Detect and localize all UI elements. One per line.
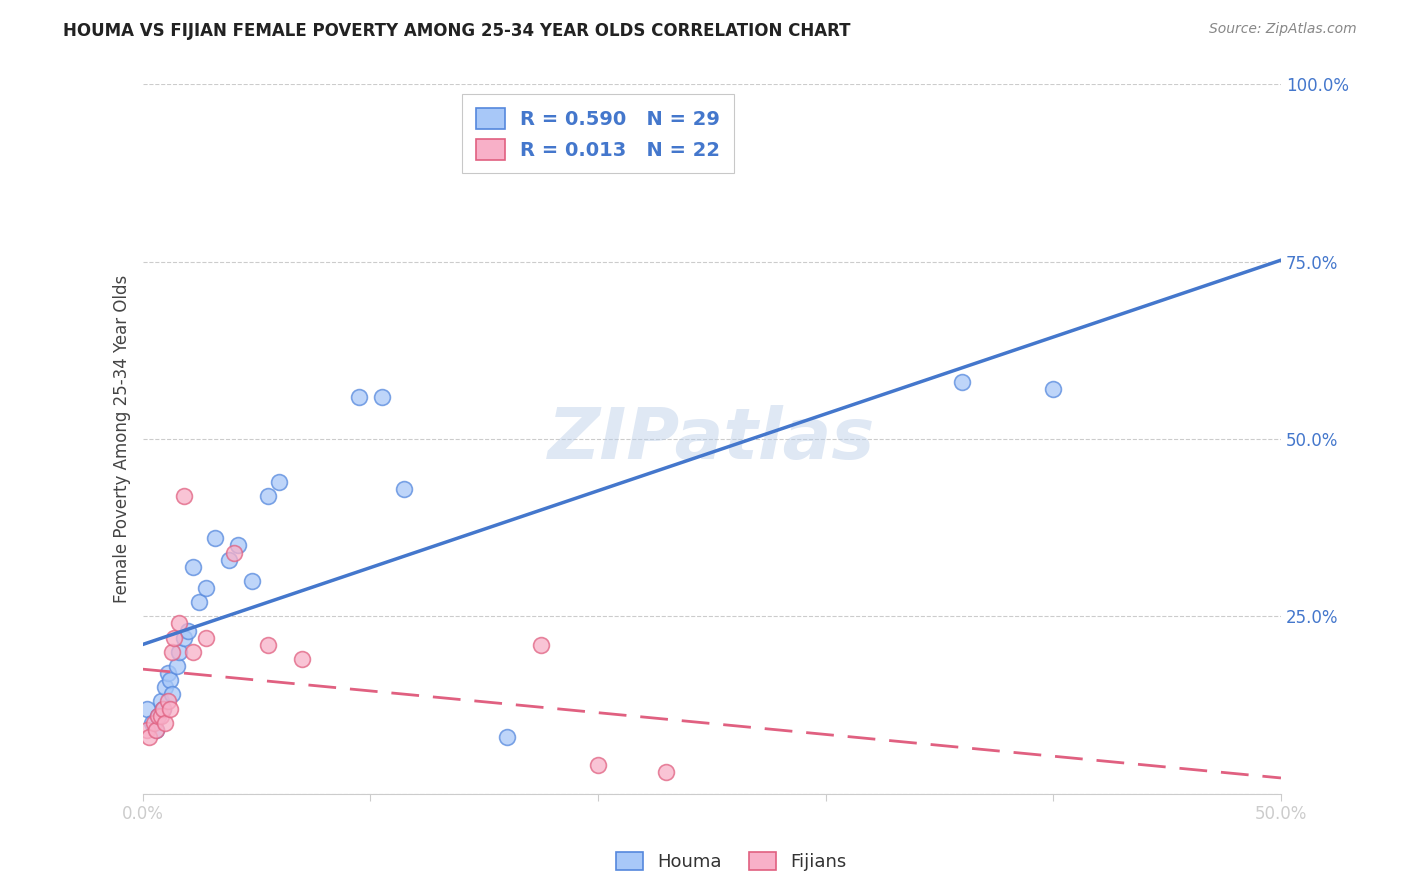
Point	[159, 673, 181, 688]
Point	[269, 475, 291, 489]
Point	[159, 701, 181, 715]
Point	[204, 532, 226, 546]
Legend: Houma, Fijians: Houma, Fijians	[609, 845, 853, 879]
Point	[370, 390, 392, 404]
Point	[1042, 383, 1064, 397]
Point	[136, 701, 159, 715]
Point	[495, 730, 517, 744]
Point	[160, 645, 183, 659]
Point	[173, 631, 195, 645]
Point	[138, 730, 160, 744]
Point	[195, 631, 218, 645]
Point	[145, 723, 167, 737]
Point	[141, 715, 163, 730]
Point	[167, 645, 190, 659]
Point	[188, 595, 211, 609]
Point	[256, 489, 278, 503]
Legend: R = 0.590   N = 29, R = 0.013   N = 22: R = 0.590 N = 29, R = 0.013 N = 22	[463, 95, 734, 174]
Point	[240, 574, 263, 588]
Point	[136, 723, 159, 737]
Point	[256, 638, 278, 652]
Point	[173, 489, 195, 503]
Point	[166, 659, 188, 673]
Point	[181, 559, 204, 574]
Point	[155, 715, 177, 730]
Point	[226, 538, 249, 552]
Point	[195, 581, 218, 595]
Point	[148, 708, 170, 723]
Point	[222, 545, 245, 559]
Point	[655, 765, 678, 780]
Point	[586, 758, 609, 772]
Point	[156, 666, 179, 681]
Point	[152, 701, 174, 715]
Text: Source: ZipAtlas.com: Source: ZipAtlas.com	[1209, 22, 1357, 37]
Y-axis label: Female Poverty Among 25-34 Year Olds: Female Poverty Among 25-34 Year Olds	[114, 275, 131, 603]
Text: HOUMA VS FIJIAN FEMALE POVERTY AMONG 25-34 YEAR OLDS CORRELATION CHART: HOUMA VS FIJIAN FEMALE POVERTY AMONG 25-…	[63, 22, 851, 40]
Point	[152, 701, 174, 715]
Point	[156, 694, 179, 708]
Point	[149, 708, 172, 723]
Point	[155, 681, 177, 695]
Point	[394, 482, 416, 496]
Point	[218, 552, 240, 566]
Point	[181, 645, 204, 659]
Point	[950, 376, 973, 390]
Point	[291, 652, 314, 666]
Point	[530, 638, 553, 652]
Point	[160, 687, 183, 701]
Text: ZIPatlas: ZIPatlas	[548, 405, 876, 474]
Point	[167, 616, 190, 631]
Point	[145, 723, 167, 737]
Point	[163, 631, 186, 645]
Point	[142, 715, 165, 730]
Point	[149, 694, 172, 708]
Point	[148, 708, 170, 723]
Point	[347, 390, 370, 404]
Point	[177, 624, 200, 638]
